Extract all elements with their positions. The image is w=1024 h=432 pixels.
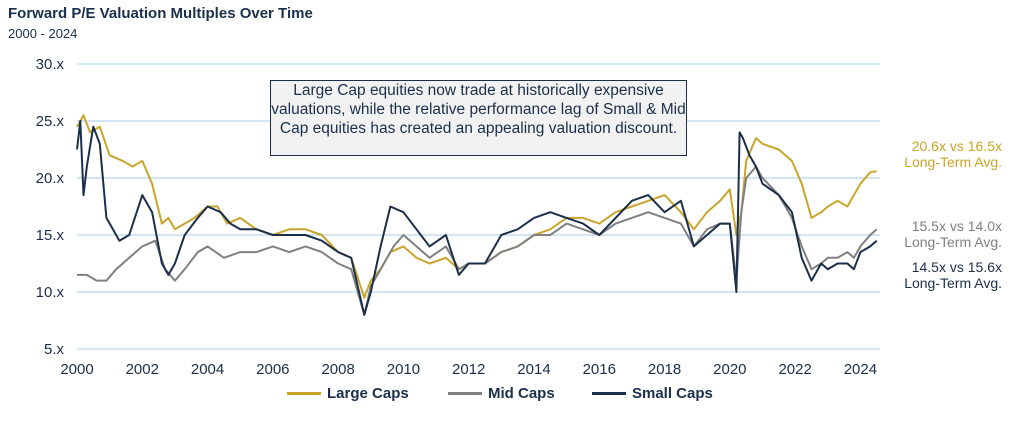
y-tick-label: 15.x <box>36 227 65 244</box>
y-tick-label: 5.x <box>44 341 65 358</box>
x-tick-label: 2002 <box>126 361 159 378</box>
mid-caps-end-label: 15.5x vs 14.0x Long-Term Avg. <box>904 218 1002 250</box>
legend-item-small-caps: Small Caps <box>592 385 713 402</box>
x-tick-label: 2000 <box>60 361 93 378</box>
legend-swatch-large-caps <box>287 392 321 395</box>
x-tick-label: 2024 <box>844 361 877 378</box>
x-tick-label: 2014 <box>517 361 550 378</box>
large-caps-end-label: 20.6x vs 16.5x Long-Term Avg. <box>904 138 1002 170</box>
y-tick-label: 20.x <box>36 170 65 187</box>
large-caps-end-value: 20.6x vs 16.5x <box>911 138 1002 154</box>
mid-caps-end-value: 15.5x vs 14.0x <box>911 218 1002 234</box>
x-axis-ticks: 2000 2002 2004 2006 2008 2010 2012 2014 2016 2018… <box>60 361 877 378</box>
y-tick-label: 10.x <box>36 284 65 301</box>
legend-item-large-caps: Large Caps <box>287 385 409 402</box>
legend-swatch-mid-caps <box>448 392 482 395</box>
x-tick-label: 2018 <box>648 361 681 378</box>
large-caps-end-avg: Long-Term Avg. <box>904 154 1002 170</box>
chart-legend: Large Caps Mid Caps Small Caps <box>0 385 1024 407</box>
x-tick-label: 2010 <box>387 361 420 378</box>
mid-caps-end-avg: Long-Term Avg. <box>904 234 1002 250</box>
series-lines <box>76 114 878 316</box>
chart-title: Forward P/E Valuation Multiples Over Tim… <box>8 5 313 22</box>
legend-label-large-caps: Large Caps <box>327 385 409 402</box>
small-caps-end-value: 14.5x vs 15.6x <box>911 259 1002 275</box>
series-line-mid-caps <box>77 165 878 316</box>
x-tick-label: 2022 <box>778 361 811 378</box>
x-tick-label: 2016 <box>583 361 616 378</box>
x-tick-label: 2006 <box>256 361 289 378</box>
legend-swatch-small-caps <box>592 392 626 395</box>
small-caps-end-avg: Long-Term Avg. <box>904 275 1002 291</box>
y-tick-label: 25.x <box>36 113 65 130</box>
y-tick-label: 30.x <box>36 56 65 73</box>
small-caps-end-label: 14.5x vs 15.6x Long-Term Avg. <box>904 259 1002 291</box>
x-tick-label: 2008 <box>321 361 354 378</box>
series-line-small-caps <box>76 120 878 316</box>
annotation-box: Large Cap equities now trade at historic… <box>270 80 687 156</box>
legend-item-mid-caps: Mid Caps <box>448 385 555 402</box>
legend-label-mid-caps: Mid Caps <box>488 385 555 402</box>
y-axis-ticks: 5.x 10.x 15.x 20.x 25.x 30.x <box>36 56 65 358</box>
chart-subtitle: 2000 - 2024 <box>8 26 78 41</box>
x-tick-label: 2020 <box>713 361 746 378</box>
x-tick-label: 2012 <box>452 361 485 378</box>
legend-label-small-caps: Small Caps <box>632 385 713 402</box>
x-tick-label: 2004 <box>191 361 224 378</box>
